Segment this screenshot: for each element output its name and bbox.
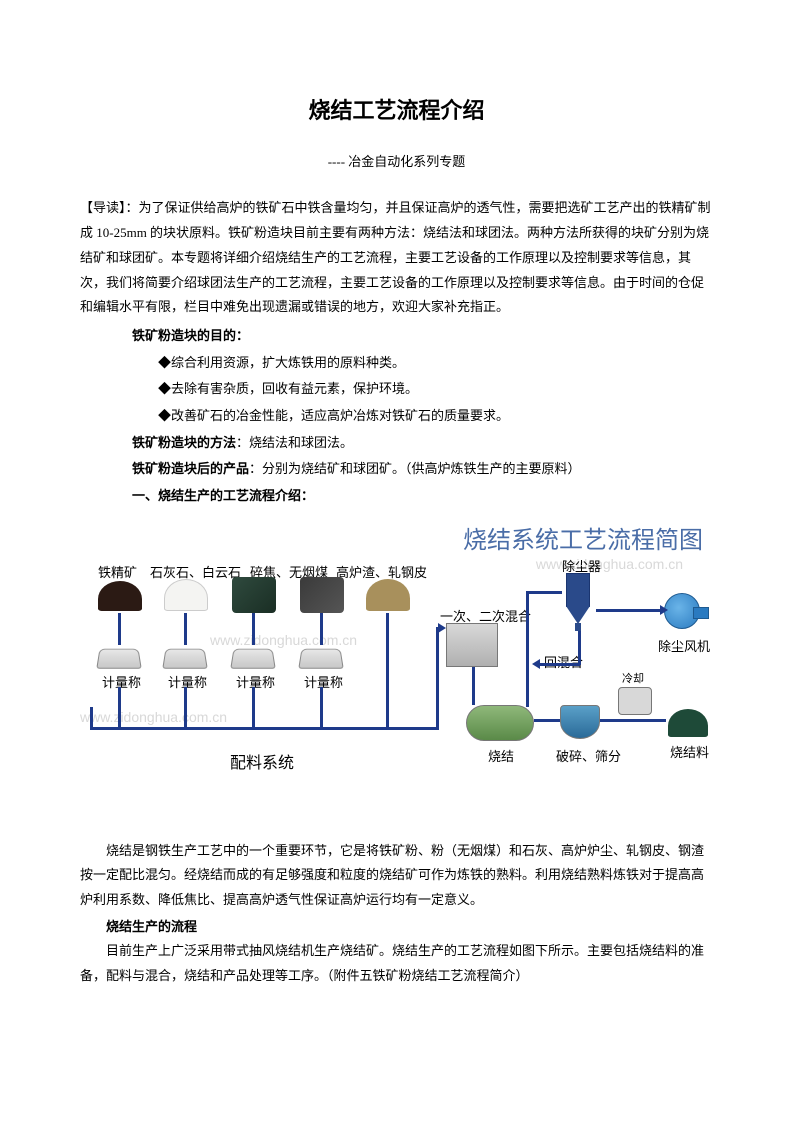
line <box>436 627 439 730</box>
page-subtitle: ---- 冶金自动化系列专题 <box>80 150 713 175</box>
label-scale-1: 计量称 <box>102 671 141 696</box>
dust-fan <box>664 593 700 629</box>
line <box>526 591 562 594</box>
bullet-2: ◆去除有害杂质，回收有益元素，保护环境。 <box>158 377 713 402</box>
material-pile-3b <box>300 577 344 613</box>
arrow-icon <box>660 605 668 615</box>
section3-head: 铁矿粉造块后的产品 <box>132 461 249 476</box>
label-crush: 破碎、筛分 <box>556 745 621 770</box>
bullet-3: ◆改善矿石的冶金性能，适应高炉冶炼对铁矿石的质量要求。 <box>158 404 713 429</box>
line <box>386 687 389 727</box>
process-diagram: 烧结系统工艺流程简图 www.zidonghua.com.cn www.zido… <box>80 519 713 809</box>
weigh-scale-4 <box>300 647 342 669</box>
section3-tail: ：分别为烧结矿和球团矿。（供高炉炼铁生产的主要原料） <box>249 461 581 476</box>
body-para-2-head: 烧结生产的流程 <box>80 915 713 940</box>
label-scale-4: 计量称 <box>304 671 343 696</box>
section3: 铁矿粉造块后的产品：分别为烧结矿和球团矿。（供高炉炼铁生产的主要原料） <box>132 457 713 482</box>
line <box>252 613 255 645</box>
line <box>184 687 187 727</box>
line <box>386 613 389 689</box>
weigh-scale-1 <box>98 647 140 669</box>
section1-heading: 铁矿粉造块的目的： <box>132 324 713 349</box>
product-pile <box>668 709 708 737</box>
label-scale-3: 计量称 <box>236 671 275 696</box>
label-batching: 配料系统 <box>230 749 294 779</box>
label-cooler: 冷却 <box>622 669 644 690</box>
label-fan: 除尘风机 <box>658 635 710 660</box>
line <box>596 609 662 612</box>
line <box>534 719 560 722</box>
line <box>320 687 323 727</box>
section2-head: 铁矿粉造块的方法 <box>132 435 236 450</box>
arrow-icon <box>532 659 540 669</box>
line <box>118 687 121 727</box>
line <box>184 613 187 645</box>
line <box>538 663 580 666</box>
line <box>578 631 581 665</box>
crusher <box>560 705 600 739</box>
weigh-scale-3 <box>232 647 274 669</box>
section2: 铁矿粉造块的方法：烧结法和球团法。 <box>132 431 713 456</box>
sinter-machine <box>466 705 534 741</box>
material-pile-3 <box>232 577 276 613</box>
weigh-scale-2 <box>164 647 206 669</box>
label-sinter: 烧结 <box>488 745 514 770</box>
body-para-1: 烧结是钢铁生产工艺中的一个重要环节，它是将铁矿粉、粉（无烟煤）和石灰、高炉炉尘、… <box>80 839 713 913</box>
line <box>252 687 255 727</box>
line <box>472 667 475 705</box>
material-pile-4 <box>366 579 410 611</box>
line <box>388 727 436 730</box>
label-product: 烧结料 <box>670 741 709 766</box>
line <box>526 591 529 707</box>
watermark-2: www.zidonghua.com.cn <box>536 551 683 578</box>
section4: 一、烧结生产的工艺流程介绍： <box>132 484 713 509</box>
dust-collector <box>560 573 596 629</box>
material-pile-2 <box>164 579 208 611</box>
label-scale-2: 计量称 <box>168 671 207 696</box>
intro-paragraph: 【导读】：为了保证供给高炉的铁矿石中铁含量均匀，并且保证高炉的透气性，需要把选矿… <box>80 196 713 319</box>
page-title: 烧结工艺流程介绍 <box>80 90 713 132</box>
line <box>600 719 666 722</box>
body-para-2: 目前生产上广泛采用带式抽风烧结机生产烧结矿。烧结生产的工艺流程如图下所示。主要包… <box>80 939 713 988</box>
cooler <box>618 687 652 715</box>
line-bus <box>90 727 390 730</box>
line <box>320 613 323 645</box>
bullet-1: ◆综合利用资源，扩大炼铁用的原料种类。 <box>158 351 713 376</box>
label-duster: 除尘器 <box>562 555 601 580</box>
line <box>90 707 93 729</box>
material-pile-1 <box>98 581 142 611</box>
mixing-plant <box>446 623 498 667</box>
section2-tail: ：烧结法和球团法。 <box>236 435 353 450</box>
line <box>118 613 121 645</box>
